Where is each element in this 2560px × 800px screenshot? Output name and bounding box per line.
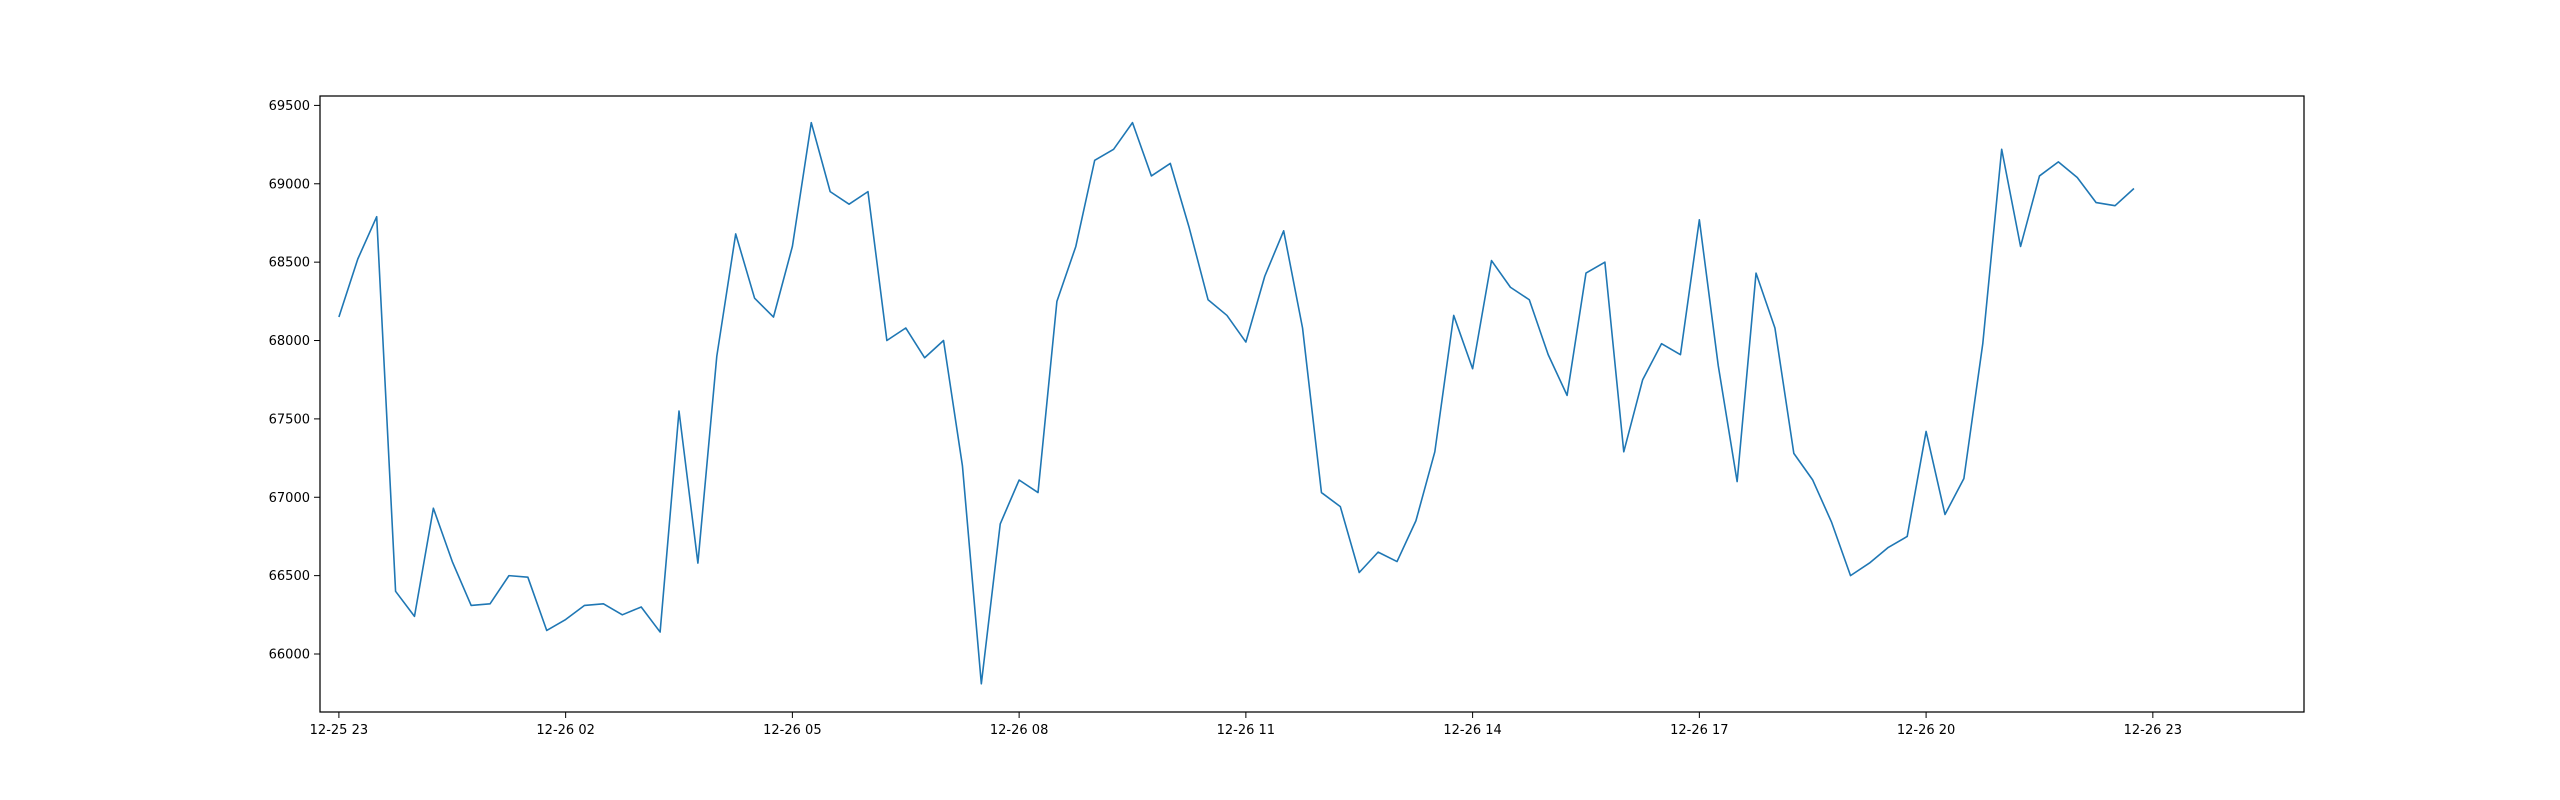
x-tick-label: 12-25 23 <box>310 723 368 738</box>
series-layer <box>338 121 2135 685</box>
x-tick-label: 12-26 02 <box>536 723 594 738</box>
y-tick-label: 69500 <box>269 99 310 114</box>
x-tick-label: 12-26 20 <box>1897 723 1955 738</box>
x-tick-label: 12-26 23 <box>2124 723 2182 738</box>
series-line <box>338 121 2135 685</box>
x-axis: 12-25 23 12-26 02 12-26 05 12-26 08 12-26 11… <box>310 712 2182 738</box>
y-tick-label: 66000 <box>269 648 310 663</box>
x-tick-label: 12-26 08 <box>990 723 1048 738</box>
x-tick-label: 12-26 05 <box>763 723 821 738</box>
x-tick-label: 12-26 17 <box>1670 723 1728 738</box>
y-tick-label: 68500 <box>269 256 310 271</box>
y-axis: 66000 66500 67000 67500 68000 68500 69000 69500 <box>269 99 320 663</box>
y-tick-label: 69000 <box>269 177 310 192</box>
x-tick-label: 12-26 11 <box>1217 723 1275 738</box>
y-tick-label: 67500 <box>269 412 310 427</box>
x-tick-label: 12-26 14 <box>1443 723 1501 738</box>
y-tick-label: 66500 <box>269 569 310 584</box>
y-tick-label: 68000 <box>269 334 310 349</box>
y-tick-label: 67000 <box>269 491 310 506</box>
plot-frame <box>319 95 2305 713</box>
